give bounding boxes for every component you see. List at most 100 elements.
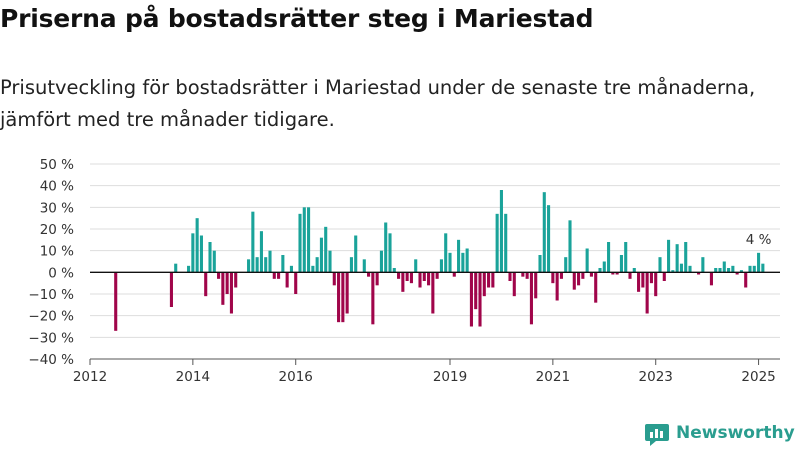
bar xyxy=(598,268,602,273)
bar xyxy=(744,272,748,288)
chart-subtitle: Prisutveckling för bostadsrätter i Marie… xyxy=(0,76,756,131)
bar xyxy=(234,272,238,288)
bar xyxy=(255,257,259,273)
bar xyxy=(319,237,323,273)
bar xyxy=(645,272,649,314)
brand-logo: Newsworthy xyxy=(644,418,795,448)
x-tick-label: 2023 xyxy=(639,369,673,385)
bar xyxy=(409,272,413,284)
bar xyxy=(611,272,615,275)
bar xyxy=(272,272,276,279)
bar xyxy=(401,272,405,292)
bar xyxy=(688,265,692,273)
bar xyxy=(547,205,551,273)
bar xyxy=(748,265,752,273)
bar xyxy=(229,272,233,314)
bar xyxy=(529,272,533,325)
newsworthy-logo-icon xyxy=(645,424,669,446)
bar xyxy=(418,272,422,288)
bar xyxy=(169,272,173,307)
y-tick-label: 40 % xyxy=(40,179,74,195)
x-tick-label: 2019 xyxy=(433,369,467,385)
bar xyxy=(594,272,598,303)
y-tick-label: 0 % xyxy=(48,265,74,281)
bar xyxy=(671,270,675,273)
bar xyxy=(757,252,761,273)
bar xyxy=(615,272,619,275)
bar xyxy=(619,255,623,273)
bar xyxy=(714,268,718,273)
y-tick-label: 10 % xyxy=(40,244,74,260)
bar xyxy=(397,272,401,279)
bar xyxy=(559,272,563,279)
y-tick-label: 20 % xyxy=(40,222,74,238)
bar xyxy=(641,272,645,288)
bar xyxy=(324,226,328,273)
bar xyxy=(628,272,632,279)
bar xyxy=(572,272,576,290)
bar xyxy=(371,272,375,325)
bar xyxy=(508,272,512,281)
bar xyxy=(247,259,251,273)
bar xyxy=(521,272,525,277)
bar xyxy=(624,242,628,273)
bar xyxy=(444,233,448,273)
bar xyxy=(662,272,666,281)
bar xyxy=(679,263,683,273)
bar xyxy=(491,272,495,288)
bar xyxy=(469,272,473,327)
y-tick-label: −10 % xyxy=(28,287,74,303)
bar xyxy=(495,213,499,273)
bar xyxy=(731,265,735,273)
bar xyxy=(208,242,212,273)
bar-chart: 50 % 40 % 30 % 20 % 10 % 0 % −10 % −20 % −30 % −4… xyxy=(28,157,780,385)
bar xyxy=(448,252,452,273)
y-tick-label: 50 % xyxy=(40,157,74,173)
annotation-label: 4 % xyxy=(746,232,772,248)
bar xyxy=(465,248,469,273)
bar xyxy=(512,272,516,297)
bar xyxy=(251,211,255,273)
y-tick-label: 30 % xyxy=(40,200,74,216)
bar xyxy=(457,239,461,273)
bar xyxy=(285,272,289,288)
bar xyxy=(684,242,688,273)
bar xyxy=(191,233,195,273)
bar xyxy=(204,272,208,297)
bar xyxy=(281,255,285,273)
bar xyxy=(315,257,319,273)
x-tick-label: 2016 xyxy=(279,369,313,385)
bar xyxy=(581,272,585,279)
bar xyxy=(367,272,371,277)
x-tick-label: 2014 xyxy=(176,369,210,385)
bar xyxy=(452,272,456,277)
bar xyxy=(761,263,765,273)
bar xyxy=(602,261,606,273)
x-tick-label: 2025 xyxy=(741,369,775,385)
bar xyxy=(722,261,726,273)
bar xyxy=(658,257,662,273)
bar xyxy=(349,257,353,273)
bar xyxy=(414,259,418,273)
bar xyxy=(199,235,203,273)
bar xyxy=(375,272,379,286)
bar xyxy=(187,265,191,273)
bar xyxy=(307,207,311,273)
bar xyxy=(487,272,491,288)
chart-title: Priserna på bostadsrätter steg i Mariest… xyxy=(0,4,594,33)
bar xyxy=(332,272,336,286)
bar xyxy=(379,250,383,273)
bar xyxy=(474,272,478,310)
bar xyxy=(718,268,722,273)
y-tick-label: −40 % xyxy=(28,352,74,368)
bar xyxy=(654,272,658,297)
bar xyxy=(212,250,216,273)
bar xyxy=(268,250,272,273)
bar xyxy=(294,272,298,294)
bar xyxy=(538,255,542,273)
x-tick-label: 2021 xyxy=(536,369,570,385)
bar xyxy=(422,272,426,281)
x-tick-label: 2012 xyxy=(73,369,107,385)
bar xyxy=(632,268,636,273)
bar xyxy=(649,272,653,284)
